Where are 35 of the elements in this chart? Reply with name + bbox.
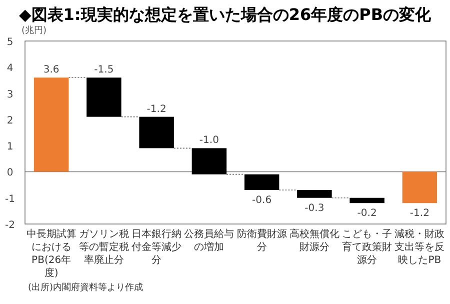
y-tick-label: -1 — [5, 194, 15, 205]
y-tick-label: -2 — [5, 220, 15, 231]
y-tick-label: 0 — [6, 168, 14, 179]
bar — [402, 172, 438, 204]
data-label: -1.5 — [94, 64, 114, 76]
data-label: -1.2 — [146, 104, 166, 115]
bar — [139, 116, 174, 148]
data-label: 3.6 — [43, 64, 60, 76]
x-tick-label: ガソリン税等の暫定税率廃止分 — [78, 228, 130, 267]
y-tick-label: 3 — [6, 89, 14, 100]
bar — [192, 148, 227, 174]
y-tick-label: 1 — [6, 142, 14, 153]
text: (出所)内閣府資料等より作成 — [28, 282, 144, 293]
bar — [86, 78, 122, 117]
data-label: -1.2 — [410, 208, 430, 220]
data-label: -0.3 — [304, 202, 324, 214]
y-tick-label: 2 — [6, 115, 14, 126]
data-label: -0.6 — [252, 195, 272, 206]
x-tick-label: 防衛費財源分 — [236, 228, 288, 254]
x-tick-label: こども・子育て政策財源分 — [341, 228, 394, 267]
y-tick-label: 4 — [6, 63, 14, 74]
x-tick-label: 日本銀行納付金等減少分 — [130, 228, 183, 267]
bar — [34, 78, 69, 172]
data-label: -1.0 — [199, 135, 219, 146]
x-tick-label: 減税・財政支出等を反映したPB — [394, 228, 446, 267]
data-label: -0.2 — [357, 208, 377, 220]
chart-title: ◆図表1:現実的な想定を置いた場合の26年度のPBの変化 — [18, 5, 432, 24]
x-tick-label: 公務員給与の増加 — [183, 228, 236, 254]
x-tick-label: 中長期試算におけるPB(26年度) — [25, 228, 78, 280]
bar — [297, 190, 332, 198]
x-tick-label: 高校無償化財源分 — [288, 228, 340, 254]
bar — [244, 174, 280, 190]
y-tick-label: 5 — [6, 37, 14, 48]
bar — [350, 198, 384, 204]
y-axis-title: (兆円) — [21, 25, 47, 36]
